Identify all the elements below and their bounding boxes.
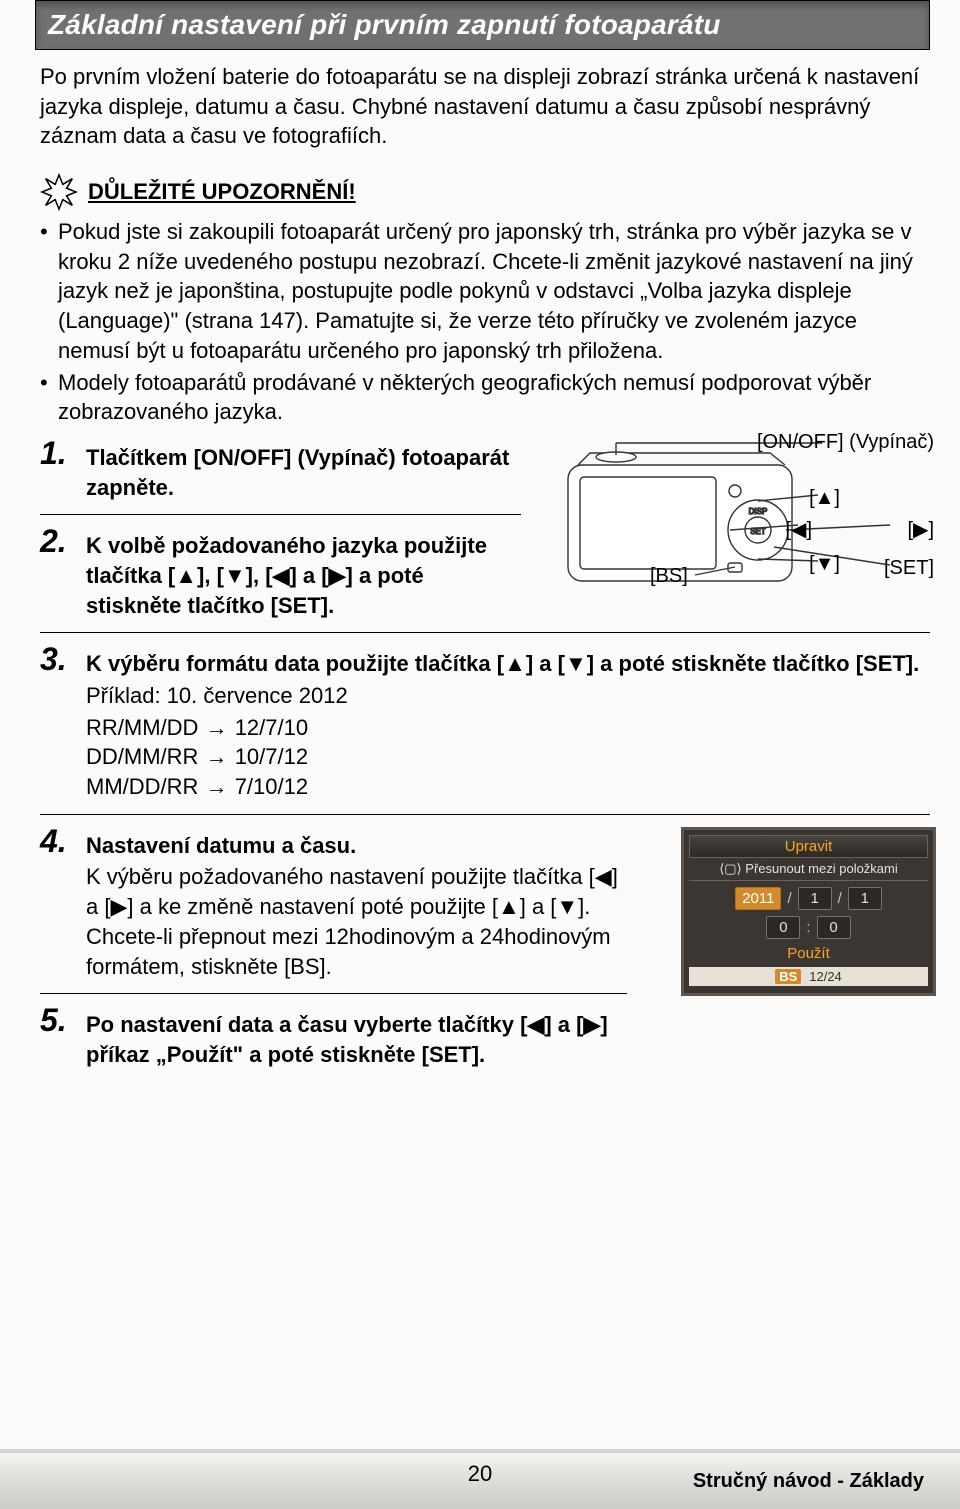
step-number-1: 1. [40,437,76,469]
lcd-subtitle: ⟨▢⟩ Přesunout mezi položkami [689,858,928,881]
step-number-2: 2. [40,525,76,557]
step1-text: Tlačítkem [ON/OFF] (Vypínač) fotoaparát … [86,445,509,500]
notice-bullet-2: Modely fotoaparátů prodávané v některých… [40,368,930,427]
lcd-footer: BS 12/24 [689,967,928,986]
step2-text: K volbě požadovaného jazyka použijte tla… [86,533,487,617]
set-label: [SET] [884,557,934,580]
bs-label: [BS] [650,565,688,588]
right-arrow-label: [▶] [908,517,935,542]
lcd-mode: 12/24 [809,969,842,984]
step3-head: K výběru formátu data použijte tlačítka … [86,651,919,676]
camera-diagram: [ON/OFF] (Vypínač) [▲] [◀] [▶] [▼] [SET]… [560,435,930,610]
disp-text: DISP [749,507,768,516]
step3-example: Příklad: 10. července 2012 [86,681,930,711]
lcd-title: Upravit [689,835,928,858]
lcd-date-row: 2011 / 1 / 1 [689,887,928,910]
step-number-3: 3. [40,643,76,675]
lcd-month: 1 [798,887,832,910]
lcd-sub-prefix: ⟨▢⟩ [719,861,741,876]
onoff-label: [ON/OFF] (Vypínač) [757,431,934,454]
lcd-time-row: 0 : 0 [689,916,928,939]
lcd-sub-text: Přesunout mezi položkami [745,861,897,876]
lcd-min: 0 [817,916,851,939]
notice-bullet-1: Pokud jste si zakoupili fotoaparát určen… [40,217,930,365]
step4-head: Nastavení datumu a času. [86,833,356,858]
page-title: Základní nastavení při prvním zapnutí fo… [48,9,917,41]
notice-heading: DŮLEŽITÉ UPOZORNĚNÍ! [88,179,356,205]
lcd-apply: Použít [689,945,928,962]
starburst-icon [40,173,78,211]
left-arrow-label: [◀] [786,517,813,542]
page-number: 20 [468,1461,492,1487]
lcd-year: 2011 [735,887,781,910]
page-footer: 20 Stručný návod - Základy [0,1449,960,1509]
page-title-bar: Základní nastavení při prvním zapnutí fo… [35,0,930,50]
date-format-row: RR/MM/DD → 12/7/10 [86,713,930,743]
date-format-row: MM/DD/RR → 7/10/12 [86,772,930,802]
footer-section: Stručný návod - Základy [693,1470,924,1493]
step-number-5: 5. [40,1004,76,1036]
lcd-preview: Upravit ⟨▢⟩ Přesunout mezi položkami 201… [681,827,936,996]
step4-body: K výběru požadovaného nastavení použijte… [86,862,627,981]
intro-text: Po prvním vložení baterie do fotoaparátu… [40,62,930,151]
up-arrow-label: [▲] [809,487,840,510]
down-arrow-label: [▼] [809,553,840,576]
date-format-row: DD/MM/RR → 10/7/12 [86,742,930,772]
lcd-bs-badge: BS [775,969,801,984]
lcd-hour: 0 [766,916,800,939]
date-format-rows: RR/MM/DD → 12/7/10DD/MM/RR → 10/7/12MM/D… [86,713,930,802]
step5-text: Po nastavení data a času vyberte tlačítk… [86,1012,608,1067]
step-number-4: 4. [40,825,76,857]
lcd-day: 1 [848,887,882,910]
